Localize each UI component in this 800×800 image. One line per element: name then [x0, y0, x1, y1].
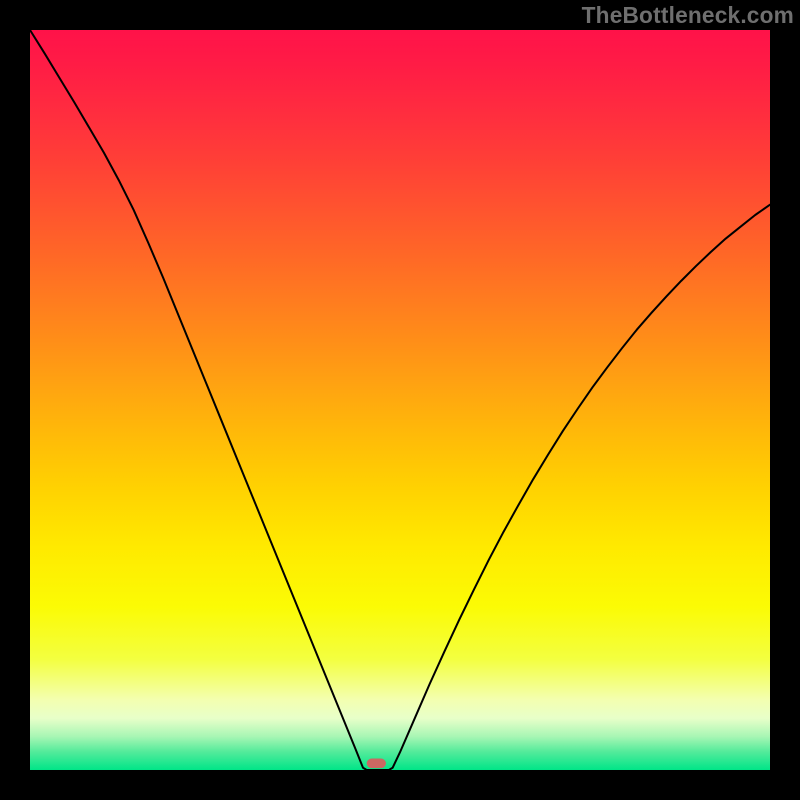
- bottleneck-marker: [367, 759, 386, 769]
- bottleneck-chart: [0, 0, 800, 800]
- plot-background: [30, 30, 770, 770]
- chart-frame: TheBottleneck.com: [0, 0, 800, 800]
